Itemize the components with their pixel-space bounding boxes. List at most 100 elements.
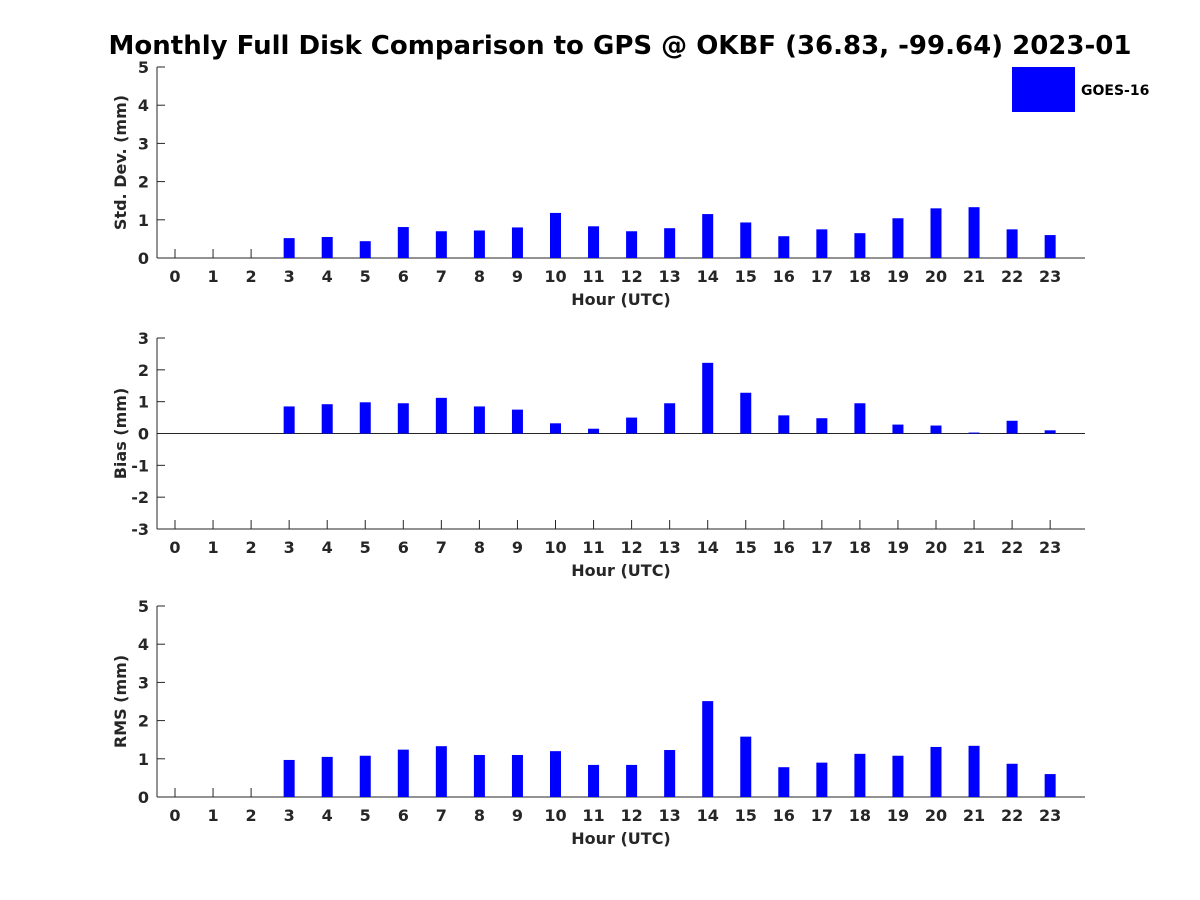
bar-rms-hour-18: [854, 753, 866, 797]
x-tick-label: 3: [284, 806, 295, 825]
bar-rms-hour-4: [321, 756, 333, 797]
x-tick-label: 11: [582, 267, 604, 286]
bar-bias-hour-16: [778, 415, 790, 434]
bar-bias-hour-14: [702, 362, 714, 434]
bar-std-hour-13: [664, 228, 676, 258]
x-tick-label: 23: [1039, 267, 1061, 286]
bar-std-hour-8: [473, 230, 485, 258]
bar-std-hour-5: [359, 241, 371, 258]
bar-rms-hour-10: [550, 751, 561, 797]
bar-std-hour-17: [816, 229, 828, 258]
bar-rms-hour-22: [1006, 763, 1018, 797]
bar-rms-hour-16: [778, 767, 790, 797]
x-tick-label: 14: [697, 267, 719, 286]
bar-rms-hour-20: [930, 746, 942, 797]
x-tick-label: 0: [169, 538, 180, 557]
x-axis-label: Hour (UTC): [571, 290, 671, 309]
x-tick-label: 1: [207, 267, 218, 286]
bar-std-hour-3: [283, 238, 295, 258]
chart-title: Monthly Full Disk Comparison to GPS @ OK…: [109, 31, 1132, 61]
bar-std-hour-19: [892, 218, 904, 258]
x-tick-label: 21: [963, 806, 985, 825]
bar-rms-hour-3: [283, 759, 295, 797]
y-tick-label: 1: [138, 211, 149, 230]
x-tick-label: 8: [474, 806, 485, 825]
x-tick-label: 18: [849, 538, 871, 557]
x-tick-label: 10: [544, 806, 566, 825]
x-tick-label: 7: [436, 267, 447, 286]
x-tick-label: 8: [474, 538, 485, 557]
x-tick-label: 12: [620, 538, 642, 557]
x-tick-label: 4: [322, 806, 333, 825]
bar-rms-hour-14: [702, 701, 714, 797]
x-tick-label: 11: [582, 806, 604, 825]
bar-bias-hour-7: [435, 397, 447, 434]
bar-rms-hour-12: [626, 764, 638, 797]
y-tick-label: -1: [131, 456, 149, 475]
bar-rms-hour-8: [473, 754, 485, 797]
x-tick-label: 13: [659, 267, 681, 286]
legend-swatch-goes-16: [1012, 67, 1075, 112]
x-tick-label: 10: [544, 538, 566, 557]
x-tick-label: 19: [887, 806, 909, 825]
bar-rms-hour-19: [892, 755, 904, 797]
bar-std-hour-4: [321, 236, 333, 258]
x-tick-label: 13: [659, 538, 681, 557]
bar-std-hour-14: [702, 214, 714, 258]
y-tick-label: 0: [138, 425, 149, 444]
y-tick-label: 4: [138, 635, 149, 654]
bar-rms-hour-5: [359, 755, 371, 797]
x-tick-label: 9: [512, 538, 523, 557]
bar-rms-hour-11: [588, 764, 600, 797]
x-tick-label: 12: [620, 806, 642, 825]
bar-std-hour-15: [740, 222, 752, 258]
y-axis-label: Bias (mm): [111, 388, 130, 480]
x-tick-label: 3: [284, 267, 295, 286]
x-tick-label: 18: [849, 267, 871, 286]
bar-bias-hour-13: [664, 403, 676, 434]
y-tick-label: 2: [138, 173, 149, 192]
x-tick-label: 22: [1001, 538, 1023, 557]
bar-rms-hour-13: [664, 750, 676, 797]
bar-bias-hour-20: [930, 425, 942, 434]
x-tick-label: 2: [246, 538, 257, 557]
x-tick-label: 1: [207, 538, 218, 557]
y-tick-label: 2: [138, 361, 149, 380]
bar-std-hour-7: [435, 231, 447, 258]
x-tick-label: 3: [284, 538, 295, 557]
x-tick-label: 17: [811, 267, 833, 286]
bar-std-hour-23: [1044, 235, 1056, 258]
x-tick-label: 5: [360, 538, 371, 557]
x-tick-label: 0: [169, 806, 180, 825]
y-tick-label: 0: [138, 788, 149, 807]
x-tick-label: 20: [925, 806, 947, 825]
y-tick-label: 5: [138, 58, 149, 77]
bar-bias-hour-21: [968, 432, 980, 434]
x-tick-label: 12: [620, 267, 642, 286]
y-tick-label: 1: [138, 750, 149, 769]
bar-std-hour-9: [511, 227, 523, 258]
x-tick-label: 9: [512, 806, 523, 825]
x-tick-label: 15: [735, 806, 757, 825]
bar-rms-hour-17: [816, 762, 828, 797]
x-tick-label: 11: [582, 538, 604, 557]
bar-rms-hour-9: [511, 754, 523, 797]
bar-std-hour-22: [1006, 229, 1018, 258]
x-tick-label: 2: [246, 267, 257, 286]
x-tick-label: 6: [398, 806, 409, 825]
x-tick-label: 7: [436, 806, 447, 825]
x-tick-label: 16: [773, 267, 795, 286]
bar-rms-hour-15: [740, 736, 752, 797]
bar-bias-hour-4: [321, 404, 333, 434]
bar-std-hour-21: [968, 207, 980, 258]
x-tick-label: 14: [697, 538, 719, 557]
bar-std-hour-10: [550, 212, 561, 258]
y-tick-label: -3: [131, 520, 149, 539]
y-axis-label: RMS (mm): [111, 655, 130, 748]
x-tick-label: 17: [811, 538, 833, 557]
y-tick-label: 0: [138, 249, 149, 268]
bar-bias-hour-11: [588, 428, 600, 434]
bar-std-hour-20: [930, 208, 942, 258]
